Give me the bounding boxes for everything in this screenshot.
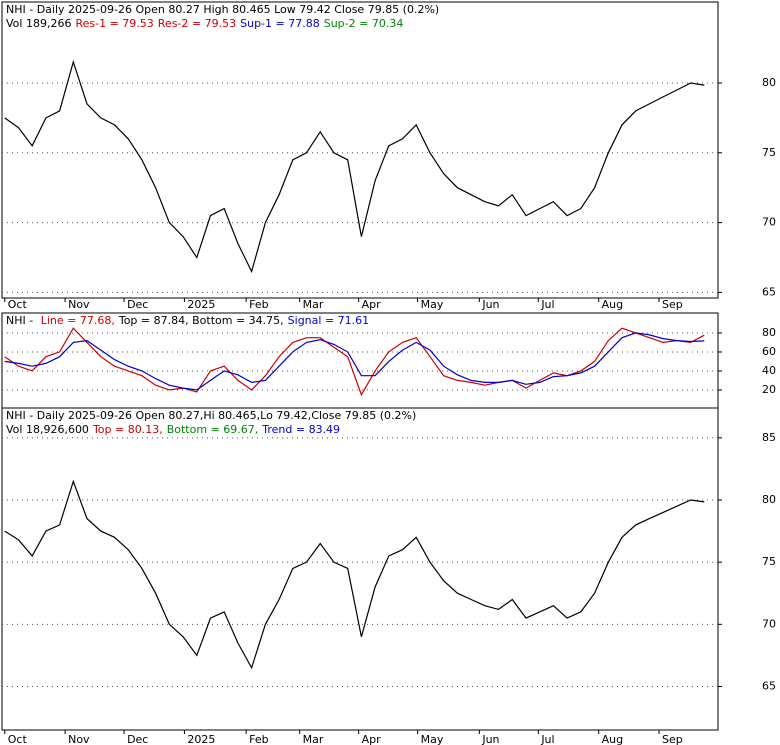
header-part: NHI - Daily 2025-09-26 Open 80.27 High 8… <box>6 3 439 16</box>
y-tick-label: 75 <box>762 555 776 568</box>
x-tick-label: Jul <box>540 298 554 311</box>
price-line <box>4 479 705 670</box>
x-tick-label: Dec <box>127 298 148 311</box>
header-part: Bottom = 69.67, <box>167 423 259 436</box>
header-part: Vol 189,266 <box>6 17 71 30</box>
y-tick-label: 70 <box>762 617 776 630</box>
y-tick-label: 85 <box>762 431 776 444</box>
y-tick-label: 40 <box>762 364 776 377</box>
x-tick-label: Feb <box>249 733 268 745</box>
x-tick-label: Sep <box>662 298 683 311</box>
header-part: Top = 80.13, <box>92 423 163 436</box>
x-tick-label: Nov <box>68 298 90 311</box>
x-tick-label: Nov <box>68 733 90 745</box>
x-tick-label: Aug <box>602 298 623 311</box>
x-tick-label: Jun <box>481 298 499 311</box>
panel-header: Vol 189,266 Res-1 = 79.53 Res-2 = 79.53 Sup… <box>6 17 403 30</box>
y-tick-label: 20 <box>762 383 776 396</box>
x-tick-label: Feb <box>249 298 268 311</box>
header-part: Signal = 71.61 <box>288 314 370 327</box>
panel-header: NHI - Daily 2025-09-26 Open 80.27 High 8… <box>6 3 439 16</box>
header-part: Res-1 = 79.53 <box>75 17 153 30</box>
header-part: Line = 77.68, <box>41 314 115 327</box>
y-tick-label: 60 <box>762 345 776 358</box>
x-tick-label: Mar <box>303 733 324 745</box>
header-part: Trend = 83.49 <box>261 423 340 436</box>
header-part: Vol 18,926,600 <box>6 423 89 436</box>
panel-header: NHI - Line = 77.68, Top = 87.84, Bottom =… <box>6 314 369 327</box>
panel-header: NHI - Daily 2025-09-26 Open 80.27,Hi 80.… <box>6 409 416 422</box>
panel-header: Vol 18,926,600 Top = 80.13, Bottom = 69.67… <box>6 423 340 436</box>
x-tick-label: Jul <box>540 733 554 745</box>
y-tick-label: 70 <box>762 216 776 229</box>
x-tick-label: Apr <box>362 298 382 311</box>
header-part: Res-2 = 79.53 <box>158 17 236 30</box>
y-tick-label: 75 <box>762 146 776 159</box>
x-tick-label: Mar <box>303 298 324 311</box>
price-line <box>4 332 705 391</box>
y-tick-label: 65 <box>762 679 776 692</box>
y-tick-label: 80 <box>762 76 776 89</box>
header-part: NHI - Daily 2025-09-26 Open 80.27,Hi 80.… <box>6 409 416 422</box>
x-tick-label: Sep <box>662 733 683 745</box>
x-tick-label: Aug <box>602 733 623 745</box>
x-tick-label: 2025 <box>187 733 215 745</box>
x-tick-label: Jun <box>481 733 499 745</box>
x-tick-label: Oct <box>8 298 28 311</box>
price-line <box>4 59 705 274</box>
panel-frame <box>1 1 719 299</box>
header-part: NHI - <box>6 314 37 327</box>
header-part: Top = 87.84, Bottom = 34.75, <box>118 314 284 327</box>
price-line <box>4 327 705 397</box>
y-tick-label: 65 <box>762 285 776 298</box>
y-tick-label: 80 <box>762 326 776 339</box>
panel-frame <box>1 407 719 731</box>
header-part: Sup-2 = 70.34 <box>324 17 404 30</box>
x-tick-label: Oct <box>8 733 28 745</box>
x-tick-label: Apr <box>362 733 382 745</box>
x-tick-label: 2025 <box>187 298 215 311</box>
panel-frame <box>1 312 719 409</box>
header-part: Sup-1 = 77.88 <box>240 17 320 30</box>
y-tick-label: 80 <box>762 493 776 506</box>
x-tick-label: Dec <box>127 733 148 745</box>
x-tick-label: May <box>421 733 444 745</box>
x-tick-label: May <box>421 298 444 311</box>
